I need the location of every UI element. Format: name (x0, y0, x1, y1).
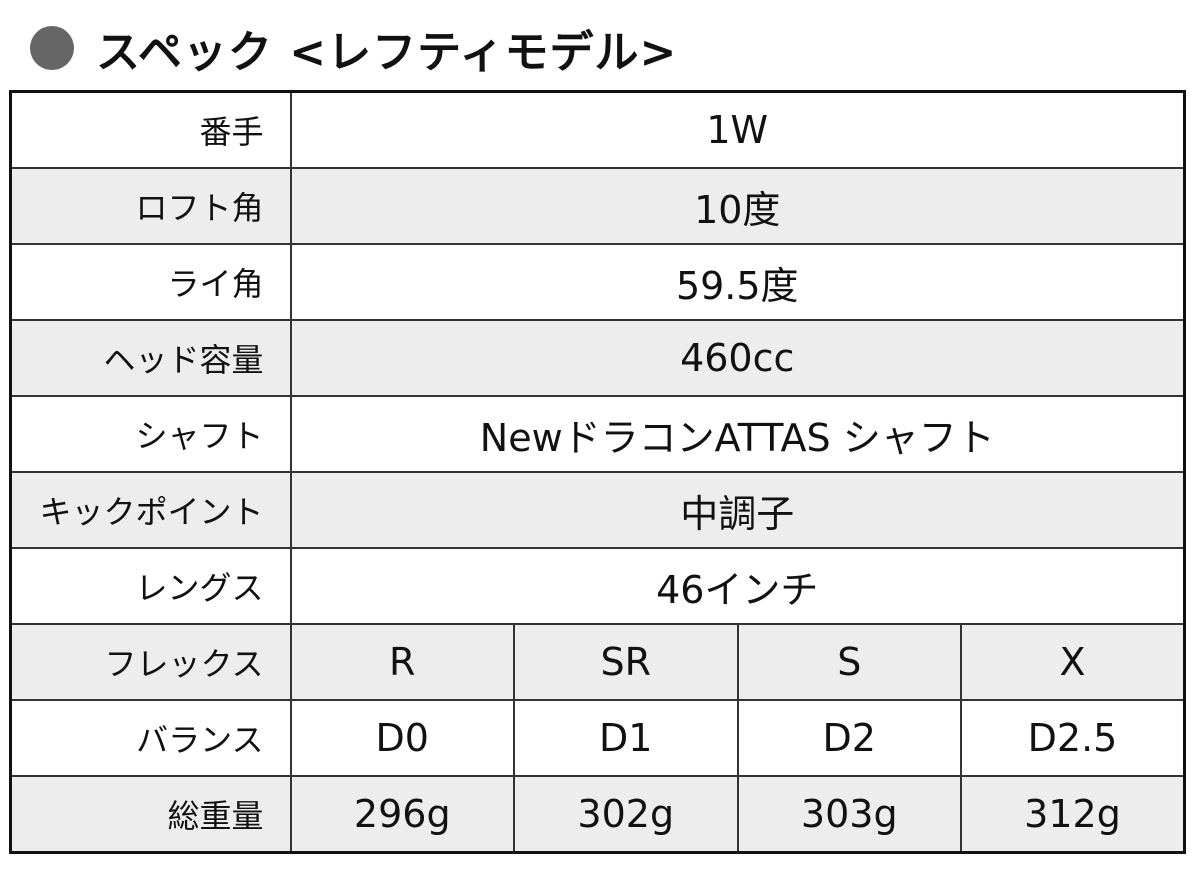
spec-row: 総重量 296g 302g 303g 312g (9, 775, 1186, 854)
row-value: D2 (736, 699, 962, 777)
row-value: 460cc (289, 319, 1186, 397)
row-value: 302g (513, 775, 739, 854)
spec-row: 番手 1W (9, 90, 1186, 169)
row-value: R (289, 623, 515, 701)
row-value: SR (513, 623, 739, 701)
row-label: レングス (9, 547, 292, 625)
row-value: D2.5 (960, 699, 1186, 777)
row-label: フレックス (9, 623, 292, 701)
row-label: ライ角 (9, 243, 292, 321)
spec-row: ライ角 59.5度 (9, 243, 1186, 321)
row-value: D1 (513, 699, 739, 777)
row-value: NewドラコンATTAS シャフト (289, 395, 1186, 473)
row-value: 46インチ (289, 547, 1186, 625)
row-label: キックポイント (9, 471, 292, 549)
row-value: 1W (289, 90, 1186, 169)
section-title: スペック <レフティモデル> (30, 18, 677, 78)
row-value: 10度 (289, 167, 1186, 245)
row-label: 総重量 (9, 775, 292, 854)
row-label: 番手 (9, 90, 292, 169)
row-label: バランス (9, 699, 292, 777)
row-label: ヘッド容量 (9, 319, 292, 397)
row-label: シャフト (9, 395, 292, 473)
spec-table: 番手 1W ロフト角 10度 ライ角 59.5度 ヘッド容量 460cc シャフト Ne… (9, 90, 1186, 854)
row-value: 312g (960, 775, 1186, 854)
spec-row: ヘッド容量 460cc (9, 319, 1186, 397)
title-text: スペック <レフティモデル> (96, 27, 678, 78)
spec-row: バランス D0 D1 D2 D2.5 (9, 699, 1186, 777)
spec-row: ロフト角 10度 (9, 167, 1186, 245)
bullet-circle-icon (30, 26, 74, 70)
spec-row: キックポイント 中調子 (9, 471, 1186, 549)
row-value: D0 (289, 699, 515, 777)
spec-row: フレックス R SR S X (9, 623, 1186, 701)
row-value: 59.5度 (289, 243, 1186, 321)
spec-row: シャフト NewドラコンATTAS シャフト (9, 395, 1186, 473)
row-value: S (736, 623, 962, 701)
row-label: ロフト角 (9, 167, 292, 245)
row-value: 303g (736, 775, 962, 854)
row-value: X (960, 623, 1186, 701)
row-value: 中調子 (289, 471, 1186, 549)
spec-row: レングス 46インチ (9, 547, 1186, 625)
row-value: 296g (289, 775, 515, 854)
